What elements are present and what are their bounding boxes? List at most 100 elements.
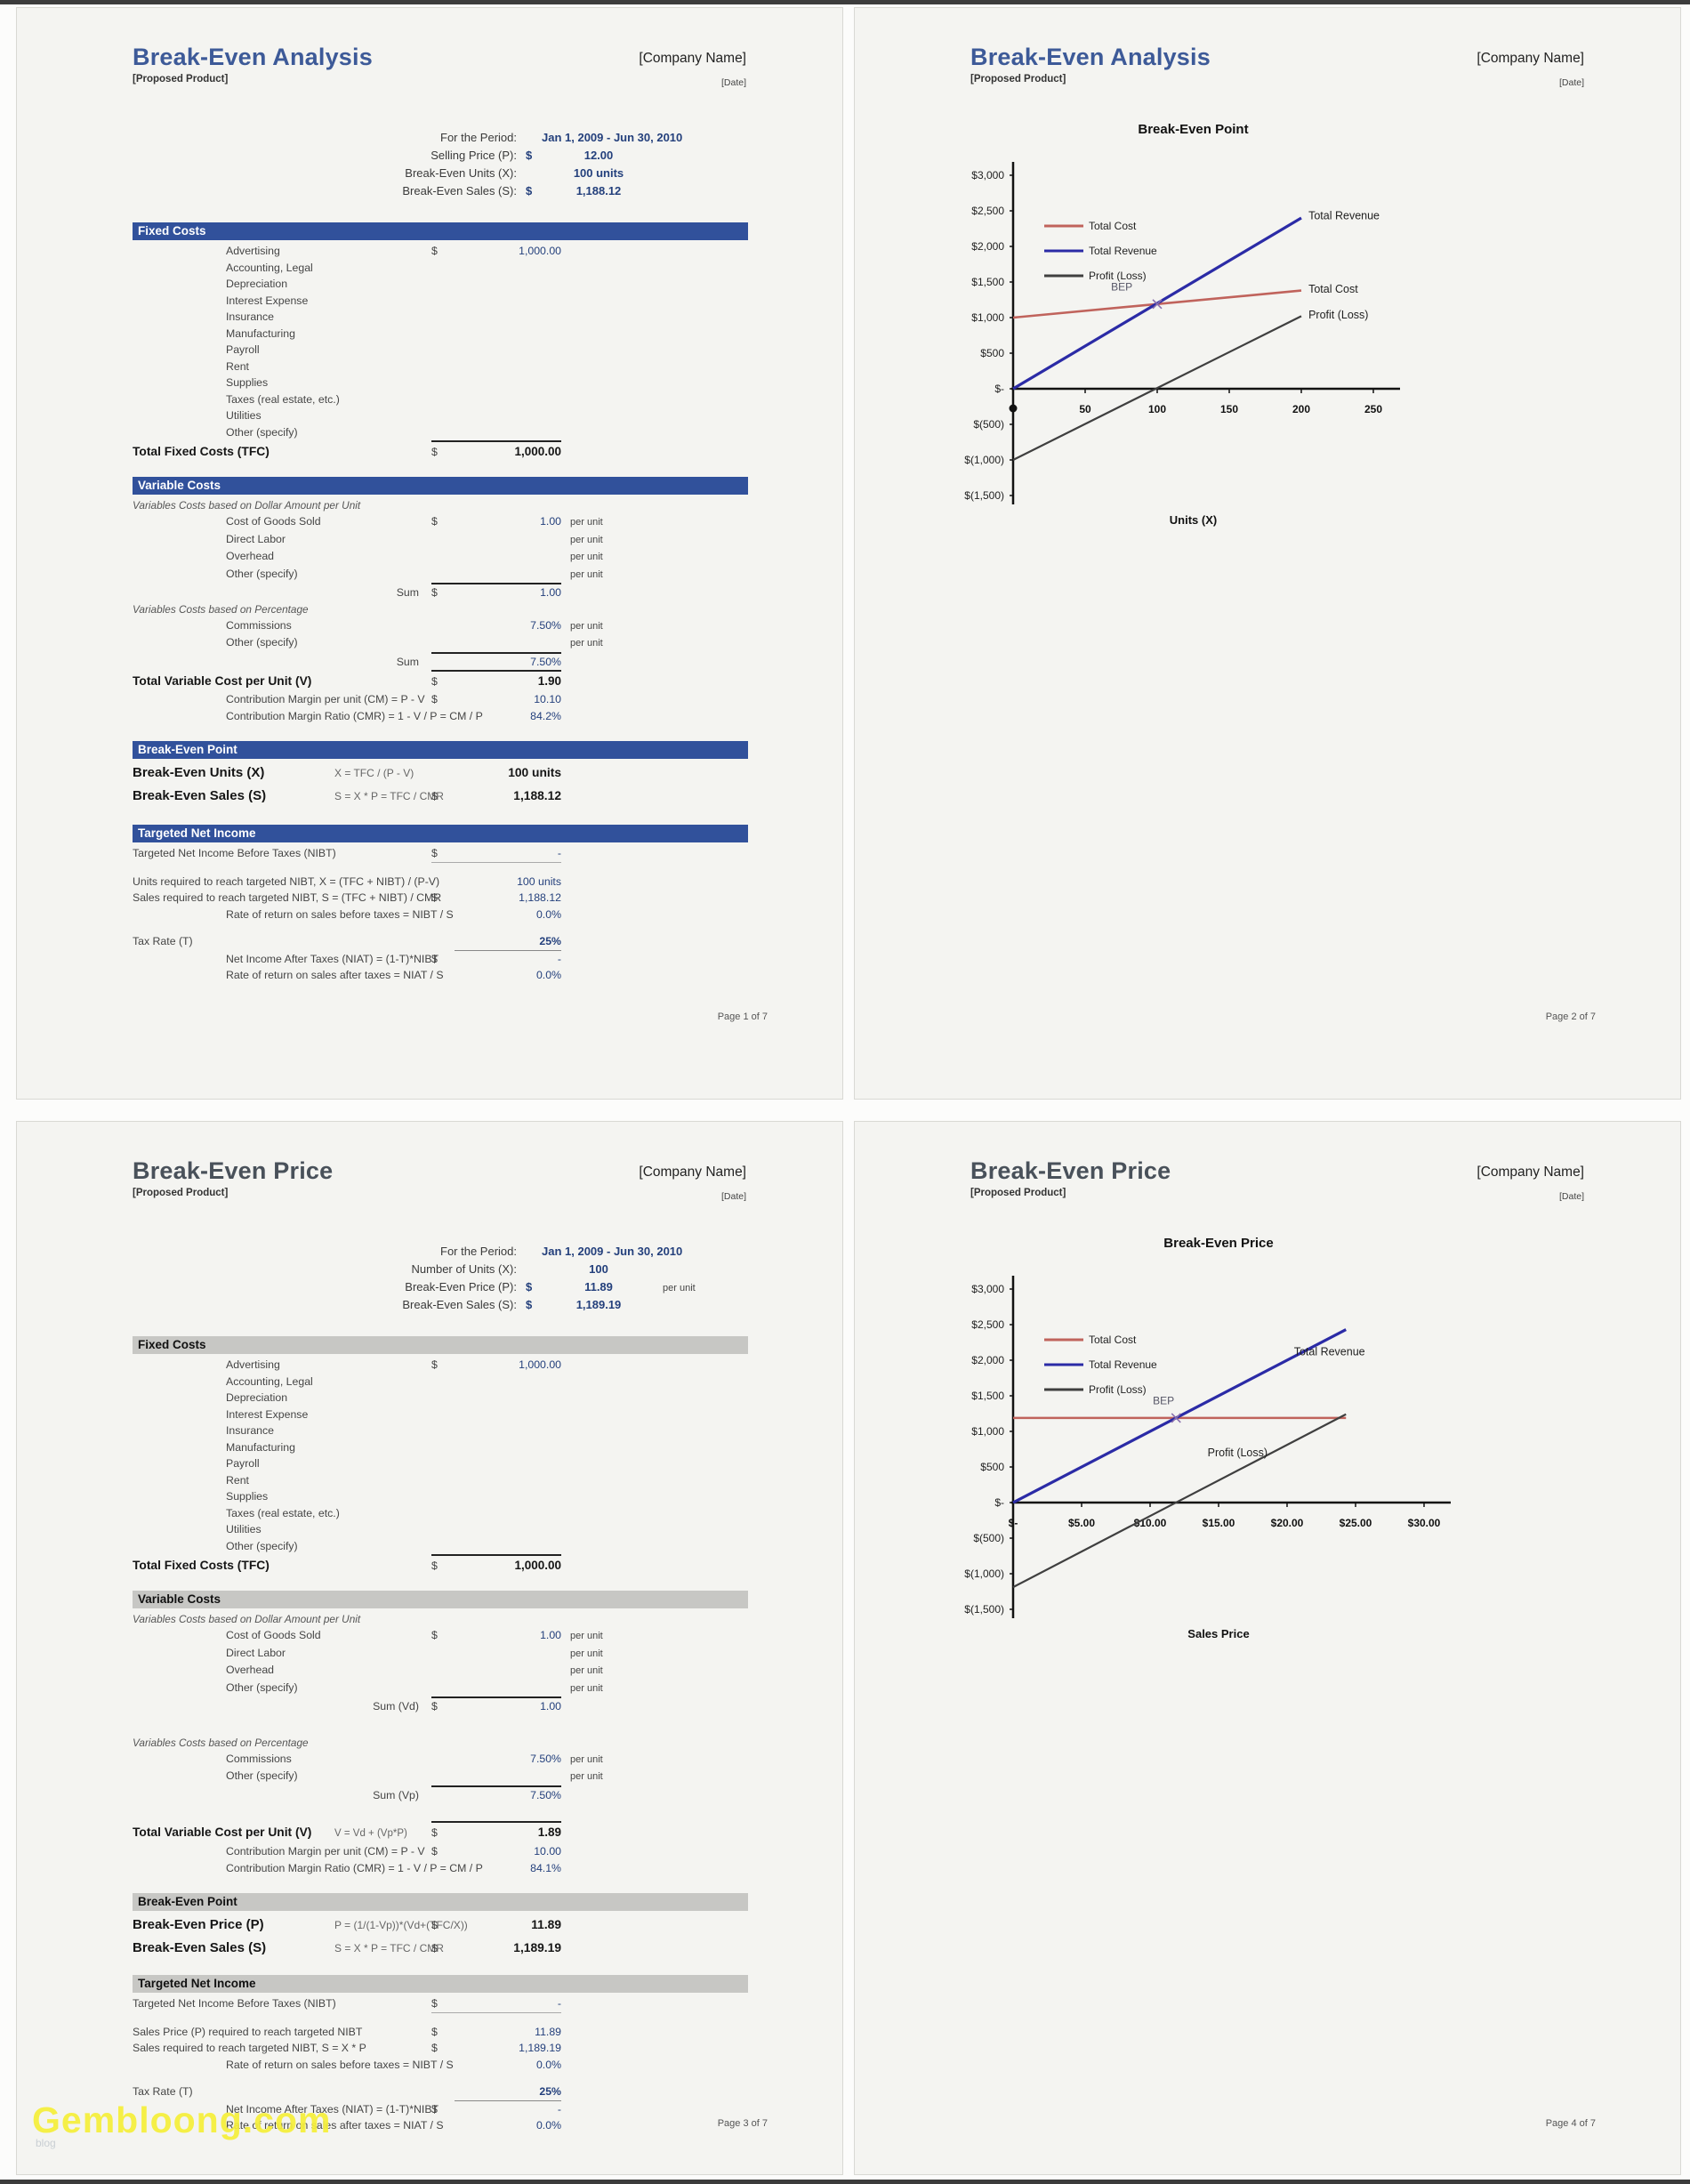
cell-value: 25%: [455, 933, 561, 951]
money-cell: $1.00: [431, 1696, 561, 1715]
x-tick-label: $15.00: [1203, 1517, 1235, 1529]
row-label: Other (specify): [226, 636, 298, 649]
table-row: Overhead per unit: [133, 1662, 620, 1680]
spacer: [133, 1803, 748, 1821]
bep-annotation: BEP: [1111, 281, 1132, 294]
table-row: Commissions 7.50% per unit: [133, 1751, 620, 1769]
row-label: Interest Expense: [226, 294, 309, 307]
currency-symbol: $: [431, 1700, 438, 1713]
table-row: Manufacturing: [133, 326, 620, 343]
table-row: Total Variable Cost per Unit (V) V = Vd +…: [133, 1821, 620, 1843]
summary-value: 100: [589, 1262, 608, 1276]
row-label: Commissions: [226, 1752, 292, 1765]
x-tick-label: $20.00: [1271, 1517, 1304, 1529]
series-label-total-revenue: Total Revenue: [1308, 210, 1380, 222]
table-row: Rent: [133, 1472, 620, 1489]
row-label: Sum (Vp): [373, 1788, 419, 1801]
watermark: Gembloong.com: [32, 2099, 332, 2140]
cell-value: 1.00: [540, 1700, 561, 1713]
money-cell: 0.0%: [431, 2117, 561, 2134]
summary-label: Break-Even Sales (S):: [402, 184, 517, 197]
row-label: Other (specify): [226, 567, 298, 580]
table-row: Taxes (real estate, etc.): [133, 391, 620, 408]
y-tick-label: $(1,500): [964, 489, 1004, 502]
unit-suffix: per unit: [570, 1682, 603, 1694]
sheet-body: Fixed Costs Advertising $1,000.00 Accountin…: [133, 220, 748, 984]
table-row: Other (specify): [133, 1538, 620, 1555]
y-tick-label: $2,500: [971, 205, 1004, 217]
cell-value: 1,000.00: [519, 245, 561, 257]
section-header-targeted-net-income: Targeted Net Income: [133, 825, 748, 842]
unit-suffix: per unit: [570, 517, 603, 528]
table-row: Contribution Margin Ratio (CMR) = 1 - V …: [133, 708, 620, 725]
row-label: Manufacturing: [226, 1440, 295, 1454]
currency-symbol: $: [431, 1826, 438, 1839]
money-cell: $1,189.19: [431, 1937, 561, 1960]
y-tick-label: $(1,000): [964, 454, 1004, 466]
y-tick-label: $1,000: [971, 311, 1004, 324]
subsection-caption: Variables Costs based on Percentage: [133, 602, 309, 616]
table-row: Supplies: [133, 375, 620, 391]
row-label: Contribution Margin Ratio (CMR) = 1 - V …: [226, 709, 483, 722]
unit-suffix: per unit: [570, 534, 603, 545]
table-row: Payroll: [133, 342, 620, 359]
summary-label: Break-Even Units (X):: [405, 166, 517, 180]
money-cell: $1,000.00: [431, 1357, 561, 1374]
proposed-product-label: [Proposed Product]: [970, 74, 1066, 85]
table-row: Accounting, Legal: [133, 260, 620, 277]
row-label: Sales Price (P) required to reach target…: [133, 2025, 363, 2038]
row-label: Contribution Margin Ratio (CMR) = 1 - V …: [226, 1861, 483, 1874]
table-row: Rate of return on sales after taxes = NI…: [133, 2117, 620, 2134]
table-row: Taxes (real estate, etc.): [133, 1505, 620, 1522]
row-label: Tax Rate (T): [133, 2085, 193, 2098]
x-tick-label: $5.00: [1068, 1517, 1095, 1529]
row-formula: S = X * P = TFC / CMR: [334, 790, 444, 802]
row-label: Net Income After Taxes (NIAT) = (1-T)*NI…: [226, 2102, 439, 2115]
spacer: [133, 724, 748, 738]
row-label: Total Fixed Costs (TFC): [133, 1559, 270, 1572]
currency-symbol: $: [431, 1919, 438, 1931]
table-row: Utilities: [133, 1521, 620, 1538]
table-row: Sum 7.50%: [133, 651, 620, 671]
unit-suffix: per unit: [570, 1771, 603, 1782]
row-label: Break-Even Sales (S): [133, 1940, 267, 1955]
page-number: Page 2 of 7: [1545, 1011, 1596, 1022]
page-title: Break-Even Price: [970, 1157, 1171, 1184]
summary-label: For the Period:: [440, 131, 517, 144]
y-tick-label: $(500): [973, 418, 1004, 431]
money-cell: $10.00: [431, 1843, 561, 1860]
table-row: Total Variable Cost per Unit (V) $1.90: [133, 670, 620, 691]
company-name: [Company Name]: [1477, 51, 1584, 66]
currency-symbol: $: [431, 1629, 438, 1641]
table-row: Accounting, Legal: [133, 1374, 620, 1390]
table-row: Break-Even Price (P) P = (1/(1-Vp))*(Vd+(…: [133, 1914, 620, 1937]
date-label: [Date]: [1558, 1191, 1584, 1202]
unit-suffix: per unit: [570, 1648, 603, 1659]
cell-value: 1,189.19: [513, 1941, 561, 1954]
table-row: Payroll: [133, 1455, 620, 1472]
row-label: Taxes (real estate, etc.): [226, 392, 340, 406]
cell-value: 0.0%: [535, 2058, 561, 2071]
proposed-product-label: [Proposed Product]: [133, 1188, 229, 1198]
currency-symbol: $: [431, 891, 438, 904]
row-label: Payroll: [226, 343, 260, 356]
money-cell: $1.00: [431, 583, 561, 601]
currency-symbol: $: [431, 515, 438, 528]
company-name: [Company Name]: [1477, 1165, 1584, 1180]
row-label: Overhead: [226, 1664, 275, 1676]
row-label: Sales required to reach targeted NIBT, S…: [133, 891, 442, 904]
row-label: Direct Labor: [226, 532, 286, 545]
unit-suffix: per unit: [570, 568, 603, 580]
bep-annotation: BEP: [1153, 1395, 1174, 1407]
table-row: Interest Expense: [133, 293, 620, 310]
cell-value: 10.00: [534, 1845, 561, 1858]
table-row: Depreciation: [133, 276, 620, 293]
row-label: Cost of Goods Sold: [226, 515, 321, 528]
row-label: Sum (Vd): [373, 1700, 419, 1713]
cell-value: 10.10: [534, 693, 561, 705]
proposed-product-label: [Proposed Product]: [133, 74, 229, 85]
page-title: Break-Even Price: [133, 1157, 334, 1184]
currency-symbol: $: [431, 446, 438, 458]
row-label: Total Variable Cost per Unit (V): [133, 674, 312, 688]
cell-value: -: [557, 1997, 561, 2010]
